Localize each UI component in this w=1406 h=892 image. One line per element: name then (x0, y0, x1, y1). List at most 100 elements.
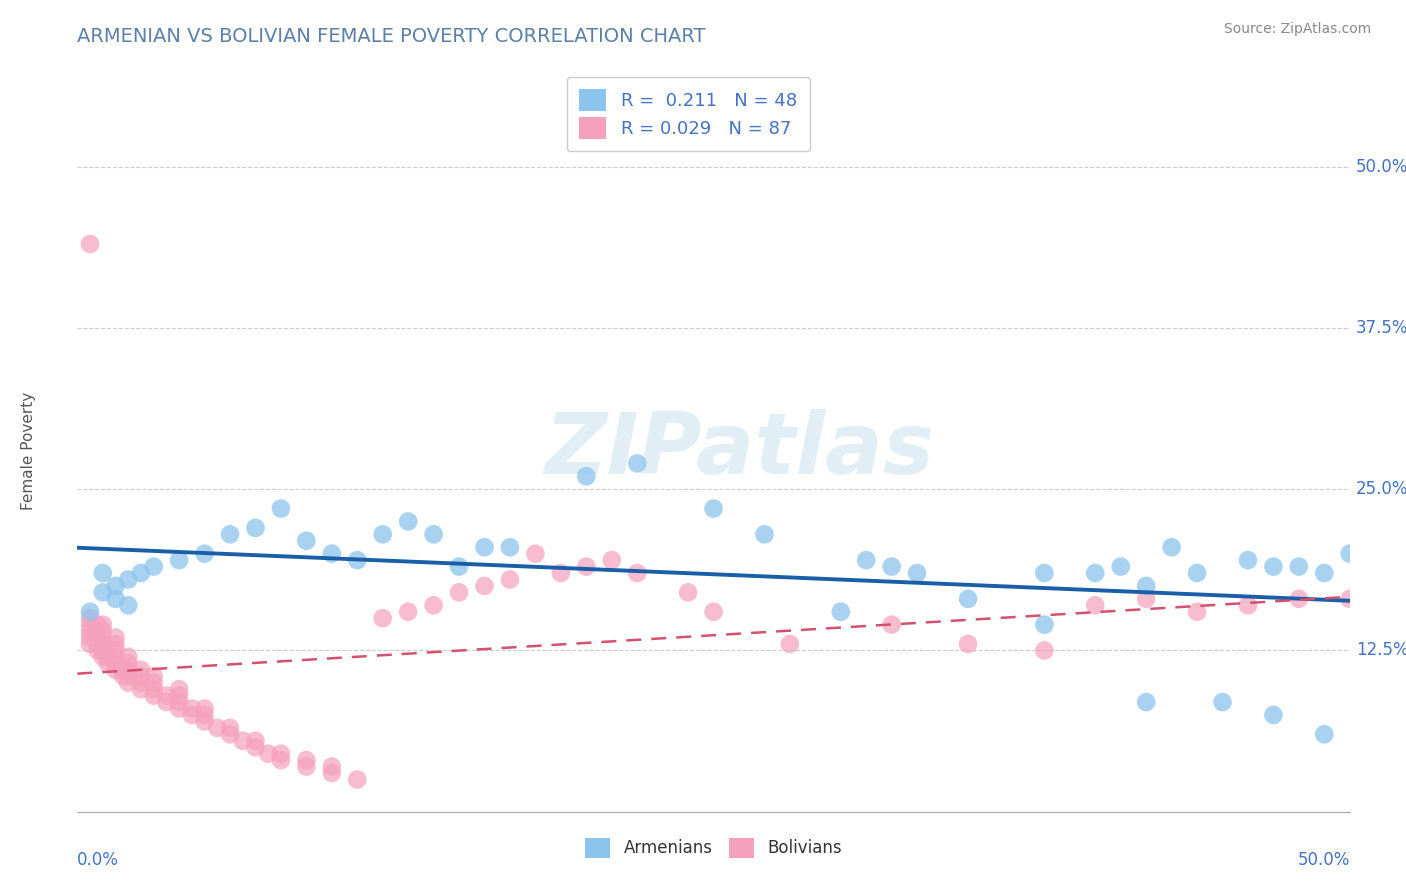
Point (129, 669, 152, 683)
Point (626, 566, 648, 580)
Text: 12.5%: 12.5% (1357, 641, 1406, 659)
Text: Female Poverty: Female Poverty (21, 392, 37, 509)
Point (270, 501, 292, 516)
Point (855, 553, 877, 567)
Point (1263, 559, 1285, 574)
Legend: Armenians, Bolivians: Armenians, Bolivians (578, 831, 849, 865)
Point (194, 708, 217, 723)
Point (219, 727, 242, 741)
Point (1288, 591, 1310, 606)
Point (104, 591, 127, 606)
Point (142, 675, 165, 690)
Point (321, 759, 343, 773)
Point (79, 631, 101, 645)
Point (155, 695, 177, 709)
Point (1339, 591, 1361, 606)
Point (104, 579, 127, 593)
Point (180, 708, 202, 723)
Point (112, 663, 135, 677)
Point (880, 617, 903, 632)
Point (371, 611, 394, 625)
Point (117, 669, 139, 683)
Point (167, 695, 190, 709)
Point (499, 573, 522, 587)
Point (79, 617, 101, 632)
Point (295, 759, 318, 773)
Point (830, 605, 852, 619)
Point (129, 566, 152, 580)
Point (474, 579, 496, 593)
Point (1135, 579, 1157, 593)
Point (219, 527, 242, 541)
Point (1033, 617, 1056, 632)
Point (245, 740, 267, 755)
Point (447, 559, 470, 574)
Point (104, 657, 127, 671)
Point (1263, 708, 1285, 723)
Point (79, 637, 101, 651)
Point (129, 682, 152, 697)
Point (155, 689, 177, 703)
Point (1135, 591, 1157, 606)
Point (91, 585, 114, 599)
Point (207, 721, 229, 735)
Point (295, 533, 318, 548)
Text: 50.0%: 50.0% (1298, 852, 1350, 870)
Point (86, 617, 108, 632)
Point (167, 682, 190, 697)
Point (575, 559, 598, 574)
Point (1339, 547, 1361, 561)
Point (1237, 553, 1260, 567)
Point (86, 643, 108, 657)
Text: ARMENIAN VS BOLIVIAN FEMALE POVERTY CORRELATION CHART: ARMENIAN VS BOLIVIAN FEMALE POVERTY CORR… (77, 27, 706, 45)
Point (245, 521, 267, 535)
Point (117, 599, 139, 613)
Point (905, 566, 928, 580)
Point (957, 637, 980, 651)
Text: ZIPatlas: ZIPatlas (544, 409, 934, 492)
Point (79, 605, 101, 619)
Point (194, 547, 217, 561)
Point (422, 527, 444, 541)
Point (79, 237, 101, 252)
Point (104, 637, 127, 651)
Point (1212, 695, 1234, 709)
Point (499, 540, 522, 554)
Point (117, 649, 139, 664)
Point (346, 772, 368, 787)
Point (79, 624, 101, 639)
Point (1135, 695, 1157, 709)
Point (447, 585, 470, 599)
Point (957, 591, 980, 606)
Point (1160, 540, 1182, 554)
Point (321, 766, 343, 780)
Text: 0.0%: 0.0% (77, 852, 120, 870)
Point (1313, 566, 1336, 580)
Point (129, 675, 152, 690)
Point (295, 753, 318, 767)
Point (194, 701, 217, 715)
Point (1288, 559, 1310, 574)
Point (575, 469, 598, 483)
Point (167, 553, 190, 567)
Point (1313, 727, 1336, 741)
Point (129, 663, 152, 677)
Point (1237, 599, 1260, 613)
Point (396, 605, 419, 619)
Point (104, 663, 127, 677)
Point (112, 669, 135, 683)
Point (600, 553, 623, 567)
Point (91, 617, 114, 632)
Point (754, 527, 776, 541)
Point (880, 559, 903, 574)
Point (142, 669, 165, 683)
Point (779, 637, 801, 651)
Point (142, 689, 165, 703)
Text: 25.0%: 25.0% (1357, 480, 1406, 498)
Point (257, 747, 280, 761)
Point (1033, 643, 1056, 657)
Point (1109, 559, 1132, 574)
Point (180, 701, 202, 715)
Point (91, 624, 114, 639)
Point (232, 733, 254, 747)
